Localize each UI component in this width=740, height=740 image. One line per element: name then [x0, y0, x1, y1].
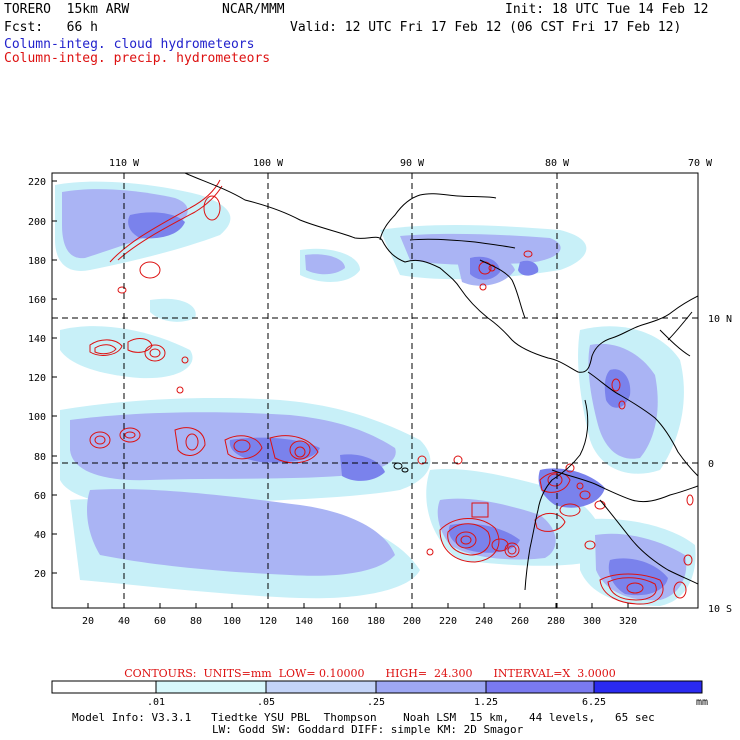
colorbar-label: .05: [257, 697, 275, 708]
x-tick-label: 300: [583, 616, 601, 627]
init-time: Init: 18 UTC Tue 14 Feb 12: [505, 2, 709, 17]
colorbar-bin: [375, 680, 487, 694]
forecast-hour: Fcst: 66 h: [4, 20, 98, 35]
model-title: TORERO 15km ARW: [4, 2, 130, 17]
lon-label: 110 W: [109, 158, 140, 169]
organization-label: NCAR/MMM: [222, 2, 285, 17]
contour-units: UNITS=mm: [203, 667, 272, 680]
colorbar-bin: [51, 680, 157, 694]
y-tick-label: 220: [28, 177, 46, 188]
contour-info: CONTOURS: UNITS=mm LOW= 0.10000 HIGH= 24…: [0, 667, 740, 680]
field-cloud-label: Column-integ. cloud hydrometeors: [4, 37, 255, 52]
contour-low: LOW= 0.10000: [278, 667, 365, 680]
y-tick-label: 120: [28, 373, 46, 384]
colorbar-label: 6.25: [582, 697, 606, 708]
contour-interval: INTERVAL=X 3.0000: [493, 667, 616, 680]
colorbar-label: .01: [147, 697, 165, 708]
precip-contours: [89, 179, 694, 605]
model-info-line1: Model Info: V3.3.1 Tiedtke YSU PBL Thomp…: [72, 711, 655, 724]
colorbar-bin: [593, 680, 703, 694]
contour-label: CONTOURS:: [124, 667, 197, 680]
lat-label: 0: [708, 459, 714, 470]
x-tick-label: 200: [403, 616, 421, 627]
colorbar-label: 1.25: [474, 697, 498, 708]
x-axis: 20 40 60 80 100 120 140 160 180 200 220 …: [82, 603, 637, 627]
colorbar: .01 .05 .25 1.25 6.25 mm: [51, 680, 708, 708]
graticule: [52, 173, 698, 608]
x-tick-label: 180: [367, 616, 385, 627]
y-tick-label: 160: [28, 295, 46, 306]
contour-high: HIGH= 24.300: [385, 667, 473, 680]
y-tick-label: 20: [34, 569, 46, 580]
x-tick-label: 80: [190, 616, 202, 627]
y-tick-label: 80: [34, 452, 46, 463]
model-info-line2: LW: Godd SW: Goddard DIFF: simple KM: 2D…: [212, 723, 524, 736]
colorbar-label: .25: [367, 697, 385, 708]
y-tick-label: 60: [34, 491, 46, 502]
coastlines: [184, 173, 698, 591]
x-tick-label: 40: [118, 616, 130, 627]
colorbar-bin: [265, 680, 377, 694]
y-tick-label: 180: [28, 256, 46, 267]
lon-label: 100 W: [253, 158, 284, 169]
colorbar-bin: [485, 680, 595, 694]
x-tick-label: 260: [511, 616, 529, 627]
lon-label: 80 W: [545, 158, 570, 169]
lon-labels: 110 W 100 W 90 W 80 W 70 W: [109, 158, 713, 169]
x-tick-label: 60: [154, 616, 166, 627]
y-tick-label: 100: [28, 412, 46, 423]
x-tick-label: 220: [439, 616, 457, 627]
y-tick-label: 140: [28, 334, 46, 345]
y-axis: 220 200 180 160 140 120 100 80 60 40 20: [28, 177, 57, 580]
x-tick-label: 240: [475, 616, 493, 627]
lat-labels: 10 N 0 10 S: [708, 314, 732, 615]
colorbar-bin: [155, 680, 267, 694]
y-tick-label: 200: [28, 217, 46, 228]
valid-time: Valid: 12 UTC Fri 17 Feb 12 (06 CST Fri …: [290, 20, 682, 35]
x-tick-label: 120: [259, 616, 277, 627]
y-tick-label: 40: [34, 530, 46, 541]
lat-label: 10 N: [708, 314, 732, 325]
x-tick-label: 100: [223, 616, 241, 627]
x-tick-label: 280: [547, 616, 565, 627]
lon-label: 90 W: [400, 158, 425, 169]
colorbar-unit: mm: [696, 697, 708, 708]
x-tick-label: 160: [331, 616, 349, 627]
plot-frame: [51, 172, 699, 609]
x-tick-label: 140: [295, 616, 313, 627]
lon-label: 70 W: [688, 158, 713, 169]
x-tick-label: 320: [619, 616, 637, 627]
lat-label: 10 S: [708, 604, 732, 615]
field-precip-label: Column-integ. precip. hydrometeors: [4, 51, 271, 66]
cloud-field: [55, 173, 698, 606]
x-tick-label: 20: [82, 616, 94, 627]
